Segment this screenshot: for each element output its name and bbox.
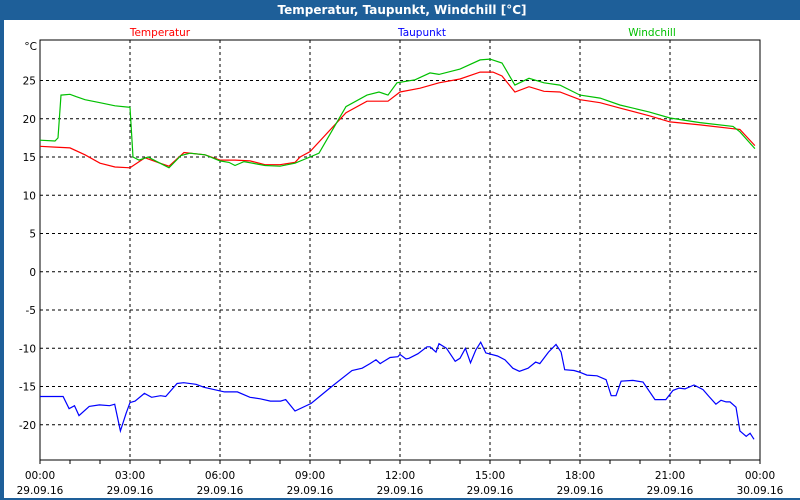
y-tick-label: 20 <box>23 114 36 126</box>
x-tick-time: 06:00 <box>205 470 235 482</box>
legend-taupunkt: Taupunkt <box>397 27 446 39</box>
x-tick-date: 29.09.16 <box>467 485 514 497</box>
x-tick-time: 21:00 <box>655 470 685 482</box>
x-tick-date: 30.09.16 <box>737 485 784 497</box>
y-tick-label: -20 <box>19 420 36 432</box>
window-title: Temperatur, Taupunkt, Windchill [°C] <box>2 0 800 20</box>
series-line-temperatur <box>39 71 756 169</box>
series-line-windchill <box>39 58 756 169</box>
x-tick-time: 15:00 <box>475 470 505 482</box>
x-tick-time: 18:00 <box>565 470 595 482</box>
legend-temperatur: Temperatur <box>129 27 191 39</box>
y-tick-label: -15 <box>19 382 36 394</box>
legend-windchill: Windchill <box>628 27 676 39</box>
plot-frame <box>39 39 761 461</box>
x-tick-time: 00:00 <box>745 470 775 482</box>
x-tick-time: 12:00 <box>385 470 415 482</box>
x-tick-time: 00:00 <box>25 470 55 482</box>
y-tick-label: -10 <box>19 343 36 355</box>
x-tick-date: 29.09.16 <box>557 485 604 497</box>
series-line-taupunkt <box>40 340 755 440</box>
x-tick-date: 29.09.16 <box>647 485 694 497</box>
y-tick-label: -5 <box>26 305 36 317</box>
x-tick-date: 29.09.16 <box>17 485 64 497</box>
y-tick-label: 5 <box>29 229 36 241</box>
y-tick-label: 0 <box>29 267 36 279</box>
x-tick-date: 29.09.16 <box>197 485 244 497</box>
x-tick-time: 09:00 <box>295 470 325 482</box>
x-tick-date: 29.09.16 <box>287 485 334 497</box>
y-tick-label: 10 <box>23 190 36 202</box>
x-tick-date: 29.09.16 <box>377 485 424 497</box>
x-tick-time: 03:00 <box>115 470 145 482</box>
y-tick-label: 25 <box>23 76 36 88</box>
chart-area <box>4 20 800 498</box>
y-axis-unit: °C <box>24 41 37 53</box>
x-tick-date: 29.09.16 <box>107 485 154 497</box>
y-tick-label: 15 <box>23 152 36 164</box>
